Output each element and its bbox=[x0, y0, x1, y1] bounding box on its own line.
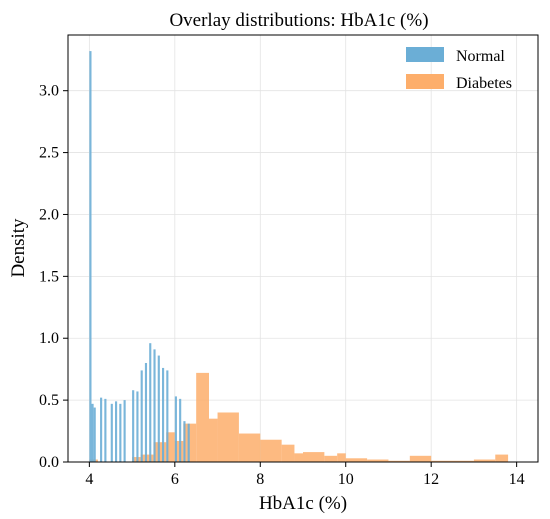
diabetes-bar-9 bbox=[217, 412, 239, 462]
normal-bar-5 bbox=[110, 403, 113, 462]
y-tick-label-5: 2.5 bbox=[39, 145, 59, 162]
y-tick-label-6: 3.0 bbox=[39, 83, 59, 100]
normal-bar-14 bbox=[153, 349, 156, 462]
grid-lines bbox=[68, 35, 538, 463]
x-tick-label-4: 12 bbox=[423, 471, 439, 488]
y-tick-label-0: 0.0 bbox=[39, 454, 59, 471]
diabetes-bar-10 bbox=[238, 433, 261, 462]
diabetes-bar-16 bbox=[337, 453, 346, 462]
normal-bar-9 bbox=[132, 390, 135, 462]
y-tick-label-1: 0.5 bbox=[39, 392, 59, 409]
chart-title: Overlay distributions: HbA1c (%) bbox=[169, 10, 428, 31]
y-tick-label-2: 1.0 bbox=[39, 330, 59, 347]
legend-swatch-diabetes bbox=[406, 74, 444, 89]
normal-bar-12 bbox=[144, 362, 148, 462]
diabetes-bar-19 bbox=[388, 460, 410, 462]
legend-swatch-normal bbox=[406, 47, 444, 62]
diabetes-bar-11 bbox=[260, 439, 282, 462]
normal-bar-2 bbox=[93, 407, 96, 462]
normal-bar-0 bbox=[89, 51, 92, 463]
y-axis-label: Density bbox=[8, 218, 29, 278]
normal-bar-16 bbox=[162, 367, 165, 462]
y-axis-ticks: 0.0 0.5 1.0 1.5 2.0 2.5 3.0 bbox=[39, 83, 68, 471]
normal-bar-6 bbox=[115, 401, 118, 462]
normal-bar-10 bbox=[136, 391, 139, 462]
diabetes-bar-22 bbox=[473, 459, 496, 462]
diabetes-bar-23 bbox=[495, 454, 509, 462]
normal-bar-7 bbox=[119, 403, 122, 462]
normal-bar-1 bbox=[91, 403, 94, 462]
diabetes-bar-14 bbox=[303, 452, 325, 462]
y-tick-label-4: 2.0 bbox=[39, 206, 59, 223]
diabetes-bar-4 bbox=[166, 432, 175, 462]
x-tick-label-1: 6 bbox=[171, 471, 179, 488]
diabetes-bar-7 bbox=[196, 372, 209, 462]
normal-bar-21 bbox=[187, 423, 190, 462]
normal-bar-8 bbox=[123, 400, 126, 462]
diabetes-bar-12 bbox=[281, 444, 295, 462]
x-tick-label-0: 4 bbox=[85, 471, 93, 488]
x-tick-label-5: 14 bbox=[509, 471, 525, 488]
diabetes-bar-21 bbox=[431, 460, 474, 462]
diabetes-bar-18 bbox=[367, 459, 389, 462]
x-axis-label: HbA1c (%) bbox=[259, 493, 347, 514]
normal-bar-3 bbox=[100, 397, 103, 462]
legend: Normal Diabetes bbox=[406, 47, 512, 92]
normal-bar-18 bbox=[174, 396, 177, 462]
normal-bar-20 bbox=[183, 421, 186, 462]
normal-bar-11 bbox=[140, 370, 143, 462]
diabetes-bar-15 bbox=[324, 455, 338, 462]
diabetes-bar-17 bbox=[345, 458, 368, 462]
x-tick-label-2: 8 bbox=[256, 471, 264, 488]
x-tick-label-3: 10 bbox=[338, 471, 354, 488]
plot-frame bbox=[67, 34, 539, 463]
y-tick-label-3: 1.5 bbox=[39, 268, 59, 285]
normal-bar-19 bbox=[179, 398, 182, 462]
legend-label-diabetes: Diabetes bbox=[456, 75, 512, 92]
diabetes-bar-8 bbox=[209, 418, 218, 462]
legend-label-normal: Normal bbox=[456, 48, 505, 65]
diabetes-bar-20 bbox=[409, 455, 432, 462]
x-axis-ticks: 4 6 8 10 12 14 bbox=[85, 462, 525, 488]
diabetes-bar-13 bbox=[294, 453, 303, 462]
normal-bar-4 bbox=[104, 398, 107, 462]
normal-bar-15 bbox=[157, 355, 160, 462]
normal-bars bbox=[89, 51, 190, 463]
normal-bar-13 bbox=[149, 343, 152, 462]
diabetes-bars bbox=[89, 372, 509, 462]
normal-bar-17 bbox=[166, 370, 169, 462]
